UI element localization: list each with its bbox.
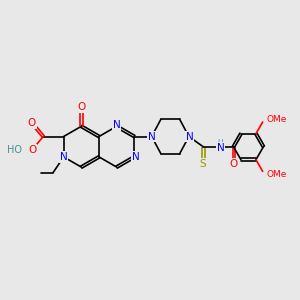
Text: N: N <box>148 131 155 142</box>
Text: N: N <box>60 152 68 162</box>
Text: OMe: OMe <box>266 170 287 179</box>
Text: O: O <box>77 102 86 112</box>
Text: N: N <box>113 120 121 130</box>
Text: O: O <box>28 145 36 155</box>
Text: O: O <box>230 159 238 169</box>
Text: N: N <box>186 131 193 142</box>
Text: S: S <box>200 159 206 169</box>
Text: HO: HO <box>7 145 22 155</box>
Text: OMe: OMe <box>266 115 287 124</box>
Text: H: H <box>218 139 224 148</box>
Text: N: N <box>132 152 140 162</box>
Text: O: O <box>28 118 36 128</box>
Text: N: N <box>217 143 224 153</box>
